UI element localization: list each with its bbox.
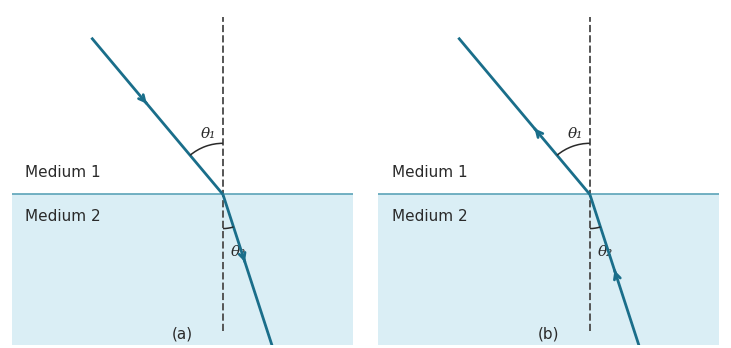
Text: Medium 1: Medium 1 xyxy=(392,165,468,180)
Text: Medium 2: Medium 2 xyxy=(392,209,468,224)
Bar xyxy=(12,195,352,345)
Text: (a): (a) xyxy=(172,326,192,341)
Bar xyxy=(379,195,719,345)
Text: θ₂: θ₂ xyxy=(598,245,613,259)
Text: θ₁: θ₁ xyxy=(201,127,216,141)
Text: θ₂: θ₂ xyxy=(231,245,246,259)
Text: Medium 2: Medium 2 xyxy=(25,209,101,224)
Text: Medium 1: Medium 1 xyxy=(25,165,101,180)
Text: (b): (b) xyxy=(538,326,560,341)
Text: θ₁: θ₁ xyxy=(568,127,583,141)
